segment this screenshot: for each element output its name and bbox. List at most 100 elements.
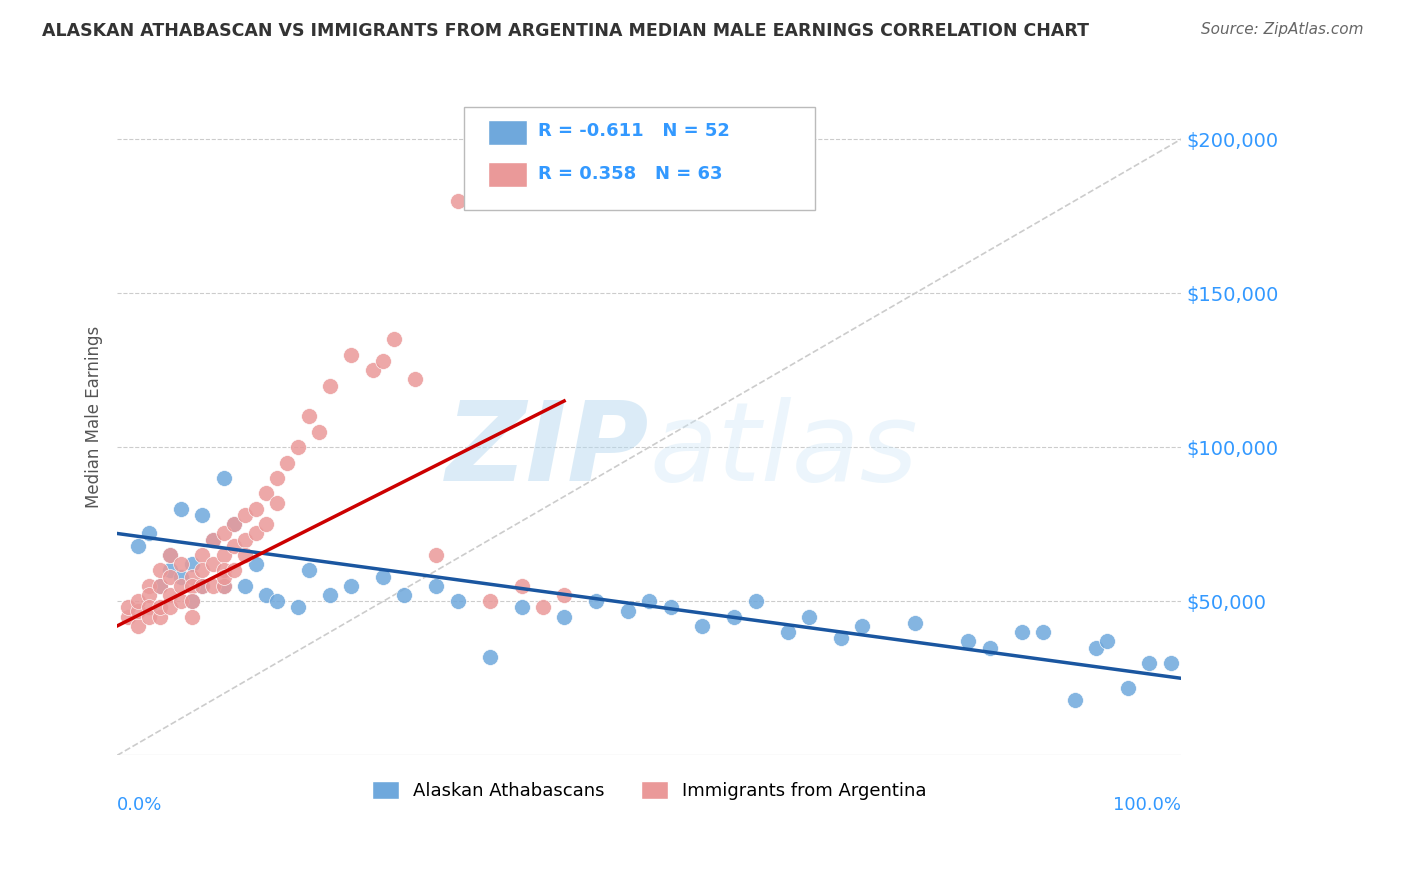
- Point: [585, 594, 607, 608]
- Point: [266, 496, 288, 510]
- Point: [180, 609, 202, 624]
- Text: atlas: atlas: [650, 397, 918, 504]
- Point: [1095, 634, 1118, 648]
- Point: [617, 603, 640, 617]
- Point: [425, 579, 447, 593]
- Point: [659, 600, 682, 615]
- Point: [233, 548, 256, 562]
- Point: [127, 594, 149, 608]
- Point: [212, 579, 235, 593]
- Point: [233, 579, 256, 593]
- Point: [212, 548, 235, 562]
- Text: Source: ZipAtlas.com: Source: ZipAtlas.com: [1201, 22, 1364, 37]
- Point: [149, 600, 172, 615]
- Point: [138, 600, 160, 615]
- Point: [447, 594, 470, 608]
- Point: [201, 533, 224, 547]
- Point: [425, 548, 447, 562]
- Point: [117, 609, 139, 624]
- Point: [340, 579, 363, 593]
- Point: [447, 194, 470, 208]
- Point: [298, 409, 321, 424]
- Point: [723, 609, 745, 624]
- Point: [979, 640, 1001, 655]
- Point: [138, 526, 160, 541]
- Point: [1032, 625, 1054, 640]
- Point: [191, 508, 214, 522]
- Point: [361, 363, 384, 377]
- Point: [1116, 681, 1139, 695]
- Point: [478, 594, 501, 608]
- Point: [127, 539, 149, 553]
- Point: [308, 425, 330, 439]
- Point: [904, 615, 927, 630]
- Point: [127, 603, 149, 617]
- Text: ALASKAN ATHABASCAN VS IMMIGRANTS FROM ARGENTINA MEDIAN MALE EARNINGS CORRELATION: ALASKAN ATHABASCAN VS IMMIGRANTS FROM AR…: [42, 22, 1090, 40]
- Point: [201, 533, 224, 547]
- Point: [478, 649, 501, 664]
- Point: [233, 508, 256, 522]
- Point: [1085, 640, 1108, 655]
- Text: ZIP: ZIP: [446, 397, 650, 504]
- Point: [212, 471, 235, 485]
- Point: [212, 526, 235, 541]
- Point: [170, 594, 193, 608]
- Point: [776, 625, 799, 640]
- Point: [638, 594, 661, 608]
- Point: [159, 588, 181, 602]
- Point: [191, 548, 214, 562]
- Point: [276, 456, 298, 470]
- Point: [127, 619, 149, 633]
- Point: [254, 486, 277, 500]
- Point: [224, 564, 246, 578]
- Point: [553, 588, 575, 602]
- Point: [149, 579, 172, 593]
- Point: [404, 372, 426, 386]
- Point: [159, 564, 181, 578]
- Point: [692, 619, 714, 633]
- Point: [170, 569, 193, 583]
- Point: [159, 548, 181, 562]
- Point: [287, 600, 309, 615]
- Point: [510, 600, 533, 615]
- Point: [159, 600, 181, 615]
- Point: [180, 594, 202, 608]
- Point: [319, 588, 342, 602]
- Point: [744, 594, 766, 608]
- Point: [149, 609, 172, 624]
- Point: [266, 471, 288, 485]
- Point: [553, 609, 575, 624]
- Point: [117, 600, 139, 615]
- Point: [138, 579, 160, 593]
- Point: [212, 569, 235, 583]
- Point: [851, 619, 873, 633]
- Point: [159, 548, 181, 562]
- Point: [180, 569, 202, 583]
- Point: [1063, 693, 1085, 707]
- Text: 100.0%: 100.0%: [1114, 796, 1181, 814]
- Point: [170, 579, 193, 593]
- Point: [287, 440, 309, 454]
- Legend: Alaskan Athabascans, Immigrants from Argentina: Alaskan Athabascans, Immigrants from Arg…: [364, 773, 934, 807]
- Point: [138, 609, 160, 624]
- Point: [180, 579, 202, 593]
- Point: [382, 332, 405, 346]
- Point: [394, 588, 416, 602]
- Point: [191, 579, 214, 593]
- Text: R = -0.611   N = 52: R = -0.611 N = 52: [538, 122, 730, 140]
- Point: [830, 632, 852, 646]
- Text: 0.0%: 0.0%: [117, 796, 163, 814]
- Point: [212, 579, 235, 593]
- Point: [170, 501, 193, 516]
- Point: [340, 348, 363, 362]
- Point: [233, 533, 256, 547]
- Point: [957, 634, 980, 648]
- Point: [201, 579, 224, 593]
- Point: [245, 526, 267, 541]
- Point: [224, 517, 246, 532]
- Y-axis label: Median Male Earnings: Median Male Earnings: [86, 326, 103, 508]
- Point: [149, 579, 172, 593]
- Point: [224, 517, 246, 532]
- Point: [245, 501, 267, 516]
- Point: [212, 564, 235, 578]
